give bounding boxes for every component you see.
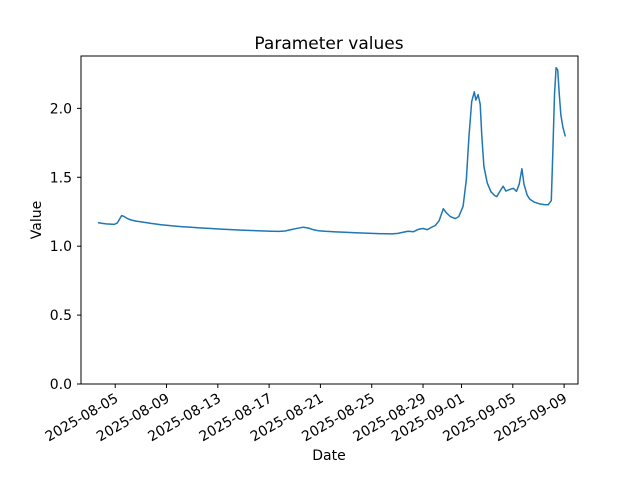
chart-title: Parameter values xyxy=(254,34,404,54)
y-tick-label: 1.5 xyxy=(50,170,72,186)
y-tick-label: 0.5 xyxy=(50,308,72,324)
y-tick-label: 1.0 xyxy=(50,239,72,255)
plot-border xyxy=(80,55,579,385)
data-line xyxy=(97,66,566,235)
y-tick-label: 0.0 xyxy=(50,377,72,393)
y-axis-label: Value xyxy=(29,200,45,240)
y-tick-label: 2.0 xyxy=(50,101,72,117)
x-axis-label: Date xyxy=(312,448,346,464)
